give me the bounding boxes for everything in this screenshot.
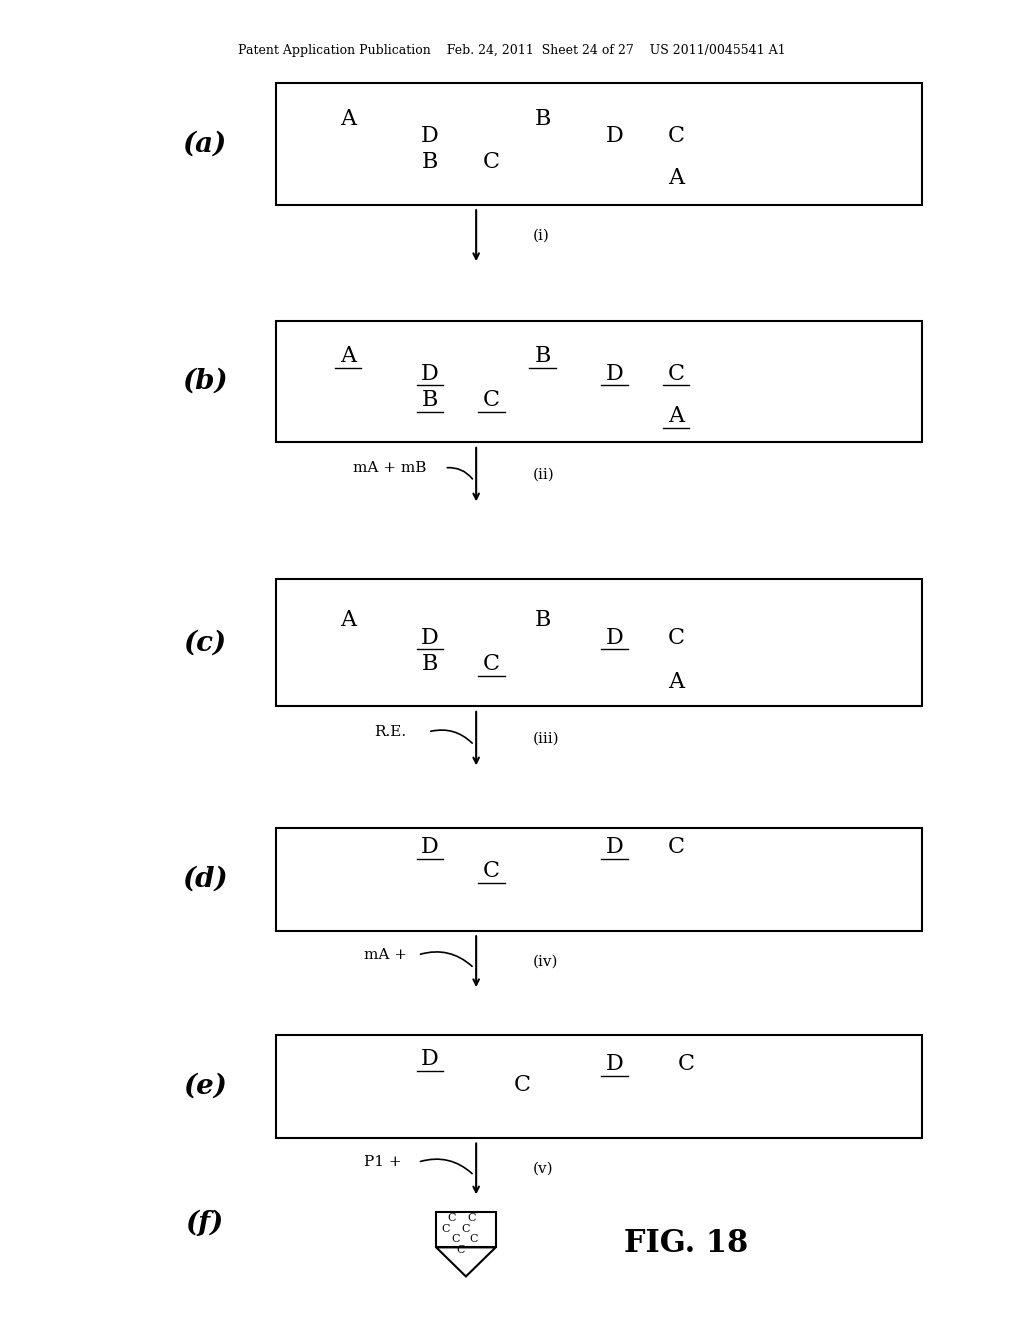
Text: R.E.: R.E.	[374, 725, 406, 739]
FancyBboxPatch shape	[276, 828, 922, 931]
Text: (ii): (ii)	[532, 467, 554, 482]
Text: A: A	[668, 672, 684, 693]
Text: C: C	[678, 1053, 694, 1074]
Text: D: D	[421, 125, 439, 147]
Text: C: C	[457, 1245, 465, 1255]
Text: FIG. 18: FIG. 18	[624, 1228, 749, 1259]
Text: C: C	[668, 363, 684, 384]
Text: D: D	[605, 627, 624, 648]
Text: A: A	[340, 108, 356, 129]
Text: mA +: mA +	[364, 948, 407, 962]
Text: B: B	[422, 152, 438, 173]
Text: P1 +: P1 +	[364, 1155, 401, 1170]
FancyBboxPatch shape	[276, 321, 922, 442]
Text: A: A	[340, 610, 356, 631]
Text: (a): (a)	[182, 131, 227, 157]
Text: (iv): (iv)	[532, 954, 558, 969]
Text: (d): (d)	[182, 866, 227, 892]
Text: C: C	[468, 1213, 476, 1224]
Text: D: D	[605, 363, 624, 384]
Text: C: C	[483, 653, 500, 675]
FancyBboxPatch shape	[276, 579, 922, 706]
Text: C: C	[483, 861, 500, 882]
FancyBboxPatch shape	[276, 83, 922, 205]
Text: (b): (b)	[182, 368, 227, 395]
Text: B: B	[535, 108, 551, 129]
Text: B: B	[535, 346, 551, 367]
Text: D: D	[421, 627, 439, 648]
Text: D: D	[605, 1053, 624, 1074]
Text: D: D	[421, 1048, 439, 1069]
Text: A: A	[340, 346, 356, 367]
FancyBboxPatch shape	[436, 1212, 496, 1247]
Text: B: B	[422, 653, 438, 675]
Text: D: D	[421, 837, 439, 858]
Text: (v): (v)	[532, 1162, 553, 1176]
Text: C: C	[514, 1074, 530, 1096]
Text: C: C	[447, 1213, 456, 1224]
FancyBboxPatch shape	[276, 1035, 922, 1138]
Text: C: C	[668, 125, 684, 147]
Text: (iii): (iii)	[532, 731, 559, 746]
Text: A: A	[668, 168, 684, 189]
Text: D: D	[421, 363, 439, 384]
Text: C: C	[470, 1234, 478, 1245]
Text: C: C	[483, 152, 500, 173]
Text: (f): (f)	[185, 1210, 224, 1237]
Text: (e): (e)	[183, 1073, 226, 1100]
Text: C: C	[452, 1234, 460, 1245]
Text: C: C	[668, 627, 684, 648]
Text: C: C	[483, 389, 500, 411]
Text: (i): (i)	[532, 228, 549, 243]
Text: B: B	[422, 389, 438, 411]
Text: D: D	[605, 837, 624, 858]
Text: C: C	[441, 1224, 450, 1234]
Text: mA + mB: mA + mB	[353, 461, 427, 475]
Text: C: C	[668, 837, 684, 858]
Text: A: A	[668, 405, 684, 426]
Text: B: B	[535, 610, 551, 631]
Text: (c): (c)	[183, 630, 226, 656]
Text: D: D	[605, 125, 624, 147]
Text: C: C	[462, 1224, 470, 1234]
Text: Patent Application Publication    Feb. 24, 2011  Sheet 24 of 27    US 2011/00455: Patent Application Publication Feb. 24, …	[239, 44, 785, 57]
Polygon shape	[436, 1247, 496, 1276]
